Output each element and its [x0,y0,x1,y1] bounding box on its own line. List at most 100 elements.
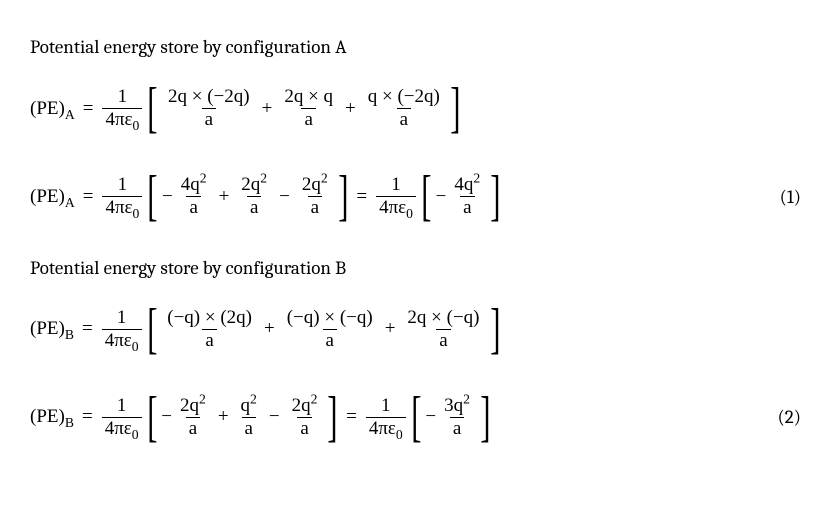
coef: 4q [454,174,473,195]
term-a1-1: 2q × (−2q) a [165,87,253,130]
sq: 2 [199,391,206,406]
minus: − [279,186,290,208]
den: a [323,329,337,351]
plus: + [218,406,229,428]
term-a1-3: q × (−2q) a [365,87,443,130]
plus: + [264,318,275,340]
sub-zero: 0 [406,206,413,221]
bracket-close: ] [450,83,460,133]
epsilon: ε [388,418,396,439]
sub-zero: 0 [133,118,140,133]
denominator-4pieps0: 4πε0 [376,196,416,218]
num: 2q × (−q) [404,308,482,329]
equals: = [82,406,93,428]
den: a [202,329,216,351]
bracket-open: [ [421,171,431,221]
bracket-close: ] [338,171,348,221]
pi: π [114,418,124,439]
sq: 2 [321,171,328,186]
bracket-b1: [ (−q) × (2q) a + (−q) × (−q) a + 2q × (… [147,304,501,354]
sub-zero: 0 [396,426,403,441]
four: 4 [105,418,115,439]
term-b2-3: 2q2 a [289,396,321,439]
subscript-a: A [65,194,75,209]
sq: 2 [473,171,480,186]
den: a [450,417,464,439]
coef: q [241,395,251,416]
term-a2-2: 2q2 a [238,175,270,218]
epsilon: ε [398,197,406,218]
den: a [247,196,261,218]
minus: − [436,186,447,208]
num: 2q × q [281,87,336,108]
four: 4 [105,330,115,351]
coef: 2q [241,174,260,195]
numerator-one: 1 [115,175,131,196]
numerator-one: 1 [388,175,404,196]
coef: 2q [292,395,311,416]
denominator-4pieps0: 4πε0 [102,417,142,439]
den: a [397,108,411,130]
pi: π [378,418,388,439]
result-b2: 3q2 a [441,396,473,439]
coulomb-constant: 1 4πε0 [376,175,416,218]
minus: − [269,406,280,428]
pi: π [115,197,125,218]
sq: 2 [260,171,267,186]
epsilon: ε [124,330,132,351]
term-b1-3: 2q × (−q) a [404,308,482,351]
epsilon: ε [125,197,133,218]
pe-symbol: PE [36,186,58,207]
sq: 2 [200,171,207,186]
num: q2 [238,396,260,417]
coef: 3q [444,395,463,416]
den: a [297,417,311,439]
equation-b-line1: (PE)B = 1 4πε0 [ (−q) × (2q) a + (−q) × … [30,299,801,359]
sub-zero: 0 [132,338,139,353]
minus: − [161,406,172,428]
subscript-b: B [65,327,74,342]
num: (−q) × (2q) [164,308,255,329]
equals: = [356,186,367,208]
sq: 2 [250,391,257,406]
bracket-close: ] [490,171,500,221]
coulomb-constant: 1 4πε0 [102,308,142,351]
bracket-close: ] [490,304,500,354]
heading-config-a: Potential energy store by configuration … [30,34,801,61]
bracket-open: [ [147,304,157,354]
four: 4 [105,197,115,218]
plus: + [219,186,230,208]
denominator-4pieps0: 4πε0 [102,196,142,218]
term-b1-1: (−q) × (2q) a [164,308,255,351]
heading-config-b: Potential energy store by configuration … [30,255,801,282]
term-b1-2: (−q) × (−q) a [284,308,376,351]
bracket-open: [ [147,392,157,442]
num: q × (−2q) [365,87,443,108]
sub-zero: 0 [133,206,140,221]
coef: 4q [181,174,200,195]
coef: 2q [180,395,199,416]
pi: π [114,330,124,351]
coef: 2q [302,174,321,195]
bracket-open: [ [411,392,421,442]
denominator-4pieps0: 4πε0 [102,329,142,351]
subscript-a: A [65,106,75,121]
equation-b-line2: (PE)B = 1 4πε0 [ − 2q2 a + q2 a − [30,387,801,447]
pe-symbol: PE [36,406,58,427]
pe-symbol: PE [36,318,58,339]
denominator-4pieps0: 4πε0 [366,417,406,439]
term-b2-2: q2 a [238,396,260,439]
sq: 2 [463,391,470,406]
equals: = [346,406,357,428]
num: 3q2 [441,396,473,417]
bracket-close: ] [328,392,338,442]
bracket-b2-left: [ − 2q2 a + q2 a − 2q2 a ] [147,392,339,442]
four: 4 [369,418,379,439]
equals: = [83,186,94,208]
term-a1-2: 2q × q a [281,87,336,130]
lhs-pe-a: (PE)A [30,98,75,120]
epsilon: ε [125,109,133,130]
bracket-open: [ [148,171,158,221]
bracket-a1: [ 2q × (−2q) a + 2q × q a + q × (−2q) a … [147,83,460,133]
coulomb-constant: 1 4πε0 [102,396,142,439]
